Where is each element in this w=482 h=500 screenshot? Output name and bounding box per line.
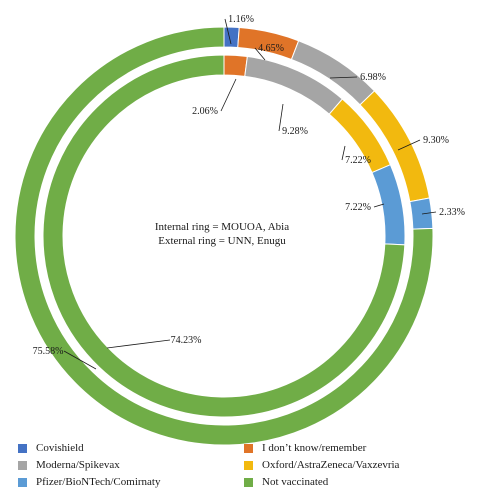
- legend: Covishield I don’t know/remember Moderna…: [0, 438, 482, 498]
- internal-leader-line: [278, 103, 284, 132]
- internal-data-label: 2.06%: [192, 106, 218, 117]
- legend-swatch: [18, 477, 27, 487]
- leader-lines: [63, 18, 437, 370]
- internal-slice-pfizer-biontech-comirnaty: [371, 164, 406, 246]
- internal-data-label: 7.22%: [345, 155, 371, 166]
- external-leader-line: [63, 350, 97, 370]
- external-leader-line: [421, 211, 437, 215]
- external-leader-line: [329, 76, 358, 79]
- legend-item-oxford: Oxford/AstraZeneca/Vaxzevria: [244, 459, 399, 471]
- internal-slice-i-don-t-know-remember: [223, 54, 248, 77]
- legend-label: Moderna/Spikevax: [36, 459, 120, 471]
- rings: [14, 26, 434, 446]
- center-text-external: External ring = UNN, Enugu: [158, 235, 286, 247]
- external-leader-line: [397, 139, 421, 151]
- external-leader-line: [254, 47, 266, 61]
- legend-item-dont-know: I don’t know/remember: [244, 442, 366, 454]
- legend-item-pfizer: Pfizer/BioNTech/Comirnaty: [18, 476, 160, 488]
- data-labels: 1.16% 4.65% 6.98% 9.30% 2.33% 75.58% 2.06% 9.28…: [33, 14, 465, 357]
- legend-swatch: [18, 443, 27, 453]
- legend-label: Pfizer/BioNTech/Comirnaty: [36, 476, 161, 488]
- internal-data-label: 74.23%: [171, 335, 202, 346]
- external-data-label: 2.33%: [439, 207, 465, 218]
- legend-label: Not vaccinated: [262, 476, 329, 488]
- internal-leader-line: [373, 203, 385, 208]
- external-data-label: 6.98%: [360, 72, 386, 83]
- external-data-label: 9.30%: [423, 135, 449, 146]
- external-slice-covishield: [223, 26, 240, 49]
- internal-leader-line: [106, 339, 171, 349]
- internal-slice-not-vaccinated: [42, 54, 406, 418]
- legend-item-moderna: Moderna/Spikevax: [18, 459, 120, 471]
- legend-swatch: [244, 443, 253, 453]
- external-data-label: 4.65%: [258, 43, 284, 54]
- legend-item-covishield: Covishield: [18, 442, 84, 454]
- external-slice-pfizer-biontech-comirnaty: [409, 197, 434, 230]
- legend-swatch: [244, 460, 253, 470]
- center-text-internal: Internal ring = MOUOA, Abia: [155, 221, 289, 233]
- external-data-label: 1.16%: [228, 14, 254, 25]
- external-data-label: 75.58%: [33, 346, 64, 357]
- internal-leader-line: [341, 145, 346, 161]
- legend-swatch: [18, 460, 27, 470]
- legend-item-not-vaccinated: Not vaccinated: [244, 476, 328, 488]
- legend-label: Oxford/AstraZeneca/Vaxzevria: [262, 459, 400, 471]
- internal-leader-line: [220, 78, 237, 112]
- external-leader-line: [224, 18, 232, 45]
- legend-label: I don’t know/remember: [262, 442, 367, 454]
- legend-swatch: [244, 477, 253, 487]
- internal-data-label: 7.22%: [345, 202, 371, 213]
- internal-data-label: 9.28%: [282, 126, 308, 137]
- external-slice-not-vaccinated: [14, 26, 434, 446]
- legend-label: Covishield: [36, 442, 84, 454]
